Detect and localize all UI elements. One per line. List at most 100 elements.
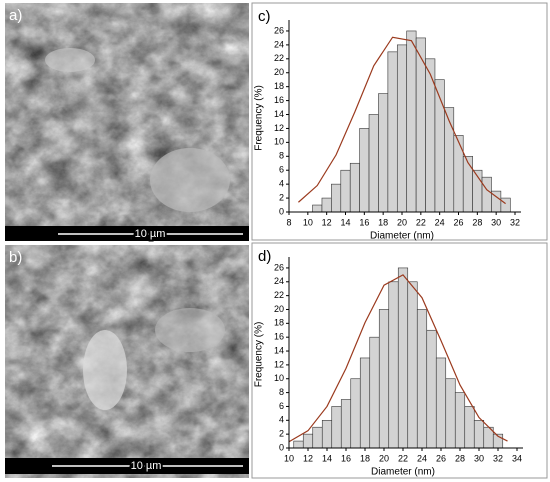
fit-curve xyxy=(288,274,508,443)
fit-curve xyxy=(298,36,506,205)
bar xyxy=(464,406,475,449)
bar xyxy=(407,281,418,449)
y-tick-label: 20 xyxy=(274,67,284,77)
bar xyxy=(331,406,342,449)
bar xyxy=(388,281,399,449)
bar xyxy=(350,378,361,449)
x-tick-label: 8 xyxy=(286,217,291,227)
panel-frame xyxy=(251,242,548,479)
x-tick-label: 16 xyxy=(359,217,369,227)
bar xyxy=(321,419,333,449)
y-tick-label: 14 xyxy=(274,109,284,119)
panel-label: b) xyxy=(9,249,22,266)
x-tick-label: 32 xyxy=(493,453,503,463)
bar xyxy=(396,44,408,213)
x-tick-label: 32 xyxy=(510,217,520,227)
y-tick-label: 26 xyxy=(274,25,284,35)
bar xyxy=(426,329,437,449)
x-tick-label: 28 xyxy=(472,217,482,227)
y-tick-label: 2 xyxy=(279,429,284,439)
bar xyxy=(359,128,370,213)
x-tick-label: 22 xyxy=(398,453,408,463)
bar xyxy=(349,162,360,213)
y-tick-label: 4 xyxy=(279,179,284,189)
bar xyxy=(397,267,409,449)
y-tick-label: 16 xyxy=(274,95,284,105)
sem-image-a: 10 µm a) xyxy=(5,3,249,242)
y-tick-label: 24 xyxy=(274,276,284,286)
y-tick-label: 6 xyxy=(279,165,284,175)
y-tick-label: 0 xyxy=(279,442,284,452)
x-tick-label: 18 xyxy=(378,217,388,227)
x-tick-label: 10 xyxy=(303,217,313,227)
bar xyxy=(359,357,371,449)
y-tick-label: 20 xyxy=(274,304,284,314)
y-tick-label: 4 xyxy=(279,415,284,425)
y-tick-label: 16 xyxy=(274,332,284,342)
y-tick-label: 12 xyxy=(274,123,284,133)
x-tick-label: 34 xyxy=(512,453,522,463)
y-axis-title: Frequency (%) xyxy=(254,85,265,151)
x-tick-label: 20 xyxy=(379,453,389,463)
bar xyxy=(434,79,445,213)
bar xyxy=(406,30,417,213)
bar xyxy=(312,426,323,449)
x-tick-label: 30 xyxy=(491,217,501,227)
x-tick-label: 16 xyxy=(341,453,351,463)
y-tick-label: 18 xyxy=(274,81,284,91)
bar xyxy=(293,440,304,449)
bar xyxy=(473,419,485,449)
y-tick-label: 14 xyxy=(274,345,284,355)
y-tick-label: 0 xyxy=(279,206,284,216)
y-tick-label: 18 xyxy=(274,318,284,328)
bar xyxy=(500,197,511,213)
bar xyxy=(340,399,352,449)
y-tick-label: 6 xyxy=(279,401,284,411)
panel-label: a) xyxy=(9,7,22,24)
bar xyxy=(445,378,456,449)
bar xyxy=(321,197,332,213)
x-tick-label: 26 xyxy=(436,453,446,463)
bar xyxy=(435,357,447,449)
x-tick-label: 12 xyxy=(322,217,332,227)
x-tick-label: 14 xyxy=(322,453,332,463)
bar xyxy=(387,51,398,213)
bar xyxy=(378,93,389,213)
y-tick-label: 24 xyxy=(274,39,284,49)
y-tick-label: 2 xyxy=(279,192,284,202)
panel-label: c) xyxy=(258,8,271,25)
x-tick-label: 18 xyxy=(360,453,370,463)
bar xyxy=(462,155,473,213)
y-tick-label: 8 xyxy=(279,151,284,161)
x-tick-label: 24 xyxy=(435,217,445,227)
y-tick-label: 22 xyxy=(274,290,284,300)
scale-bar-label: 10 µm xyxy=(135,228,166,240)
y-axis-title: Frequency (%) xyxy=(254,322,265,388)
y-tick-label: 8 xyxy=(279,387,284,397)
bar xyxy=(481,176,492,213)
bar xyxy=(331,183,342,213)
x-tick-label: 14 xyxy=(340,217,350,227)
x-tick-label: 20 xyxy=(397,217,407,227)
x-axis-title: Diameter (nm) xyxy=(371,467,435,478)
x-tick-label: 28 xyxy=(455,453,465,463)
x-tick-label: 22 xyxy=(416,217,426,227)
y-tick-label: 10 xyxy=(274,137,284,147)
sem-image-b: 10 µm b) xyxy=(5,245,249,478)
bar xyxy=(454,392,466,449)
x-axis-title: Diameter (nm) xyxy=(370,231,434,242)
bar xyxy=(378,309,390,449)
y-tick-label: 22 xyxy=(274,53,284,63)
x-tick-label: 26 xyxy=(453,217,463,227)
bar xyxy=(340,169,351,213)
bar xyxy=(312,204,323,213)
panel-label: d) xyxy=(258,248,271,265)
y-tick-label: 10 xyxy=(274,373,284,383)
y-tick-label: 12 xyxy=(274,359,284,369)
bar xyxy=(444,107,455,213)
bar xyxy=(368,114,379,213)
scale-bar-label: 10 µm xyxy=(131,460,162,472)
panel-frame xyxy=(251,2,548,241)
bar xyxy=(416,309,428,449)
